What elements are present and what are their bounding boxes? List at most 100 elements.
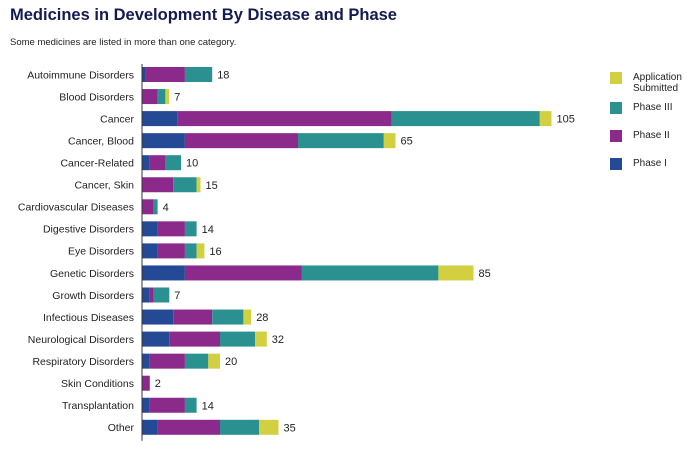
total-label-other: 35 (284, 422, 296, 434)
total-label-respiratory-disorders: 20 (225, 356, 237, 368)
total-label-cancer-skin: 15 (206, 180, 218, 192)
legend-label-phase-3: Phase III (633, 102, 673, 113)
chart-title: Medicines in Development By Disease and … (10, 6, 397, 24)
bar-neurological-disorders-phase-i (142, 331, 170, 347)
bar-genetic-disorders-phase-i (142, 265, 185, 281)
category-label-cancer-skin: Cancer, Skin (74, 180, 134, 192)
bar-growth-disorders-phase-i (142, 287, 150, 303)
bar-autoimmune-disorders-phase-iii (184, 67, 213, 82)
bar-infectious-diseases-phase-iii (212, 309, 244, 325)
total-label-neurological-disorders: 32 (272, 334, 284, 346)
bar-digestive-disorders-phase-ii (157, 221, 185, 237)
bar-eye-disorders-phase-ii (157, 243, 185, 259)
bar-cardiovascular-diseases-phase-iii (153, 199, 158, 215)
bar-cardiovascular-diseases-phase-ii (142, 199, 154, 215)
bar-eye-disorders-application-submitted (196, 243, 205, 259)
category-label-digestive-disorders: Digestive Disorders (43, 224, 134, 236)
category-label-cancer-related: Cancer-Related (60, 158, 134, 170)
bar-blood-disorders-phase-ii (142, 89, 158, 105)
bar-growth-disorders-phase-iii (153, 287, 170, 303)
category-label-respiratory-disorders: Respiratory Disorders (32, 356, 134, 368)
category-label-autoimmune-disorders: Autoimmune Disorders (27, 69, 134, 81)
category-label-cardiovascular-diseases: Cardiovascular Diseases (18, 202, 134, 214)
bar-eye-disorders-phase-iii (184, 243, 197, 259)
bar-neurological-disorders-application-submitted (255, 331, 267, 347)
bar-other-application-submitted (259, 419, 279, 435)
total-label-autoimmune-disorders: 18 (217, 70, 229, 82)
legend-label-phase-2: Phase II (633, 130, 670, 141)
category-label-eye-disorders: Eye Disorders (68, 246, 134, 258)
total-label-eye-disorders: 16 (209, 246, 221, 258)
total-label-blood-disorders: 7 (174, 92, 180, 104)
bar-genetic-disorders-phase-iii (301, 265, 439, 281)
legend-label-phase-1: Phase I (633, 158, 667, 169)
bar-transplantation-phase-ii (149, 397, 185, 413)
bar-autoimmune-disorders-phase-ii (145, 67, 185, 82)
bar-growth-disorders-phase-ii (149, 287, 154, 303)
category-label-skin-conditions: Skin Conditions (61, 378, 134, 390)
bar-infectious-diseases-phase-ii (173, 309, 213, 325)
bar-cancer-related-phase-ii (149, 155, 166, 171)
bar-cancer-phase-ii (177, 111, 392, 127)
bar-respiratory-disorders-phase-ii (149, 353, 185, 369)
total-label-infectious-diseases: 28 (256, 312, 268, 324)
category-label-transplantation: Transplantation (62, 400, 134, 412)
total-label-skin-conditions: 2 (155, 378, 161, 390)
category-label-blood-disorders: Blood Disorders (59, 91, 134, 103)
bar-blood-disorders-phase-iii (157, 89, 166, 105)
total-label-cancer-blood: 65 (401, 136, 413, 148)
bar-cancer-phase-i (142, 111, 178, 127)
bar-skin-conditions-phase-ii (142, 375, 150, 391)
category-label-growth-disorders: Growth Disorders (52, 290, 134, 302)
bar-respiratory-disorders-phase-iii (184, 353, 209, 369)
bar-respiratory-disorders-application-submitted (208, 353, 220, 369)
bar-cancer-blood-application-submitted (383, 133, 396, 149)
bar-infectious-diseases-phase-i (142, 309, 174, 325)
legend-swatch-phase-2 (610, 130, 622, 142)
bar-autoimmune-disorders-phase-i (142, 67, 146, 82)
legend-swatch-phase-1 (610, 158, 622, 170)
legend-swatch-phase-3 (610, 102, 622, 114)
bar-cancer-blood-phase-ii (184, 133, 298, 149)
bar-cancer-related-phase-iii (165, 155, 181, 171)
bar-transplantation-phase-i (142, 397, 150, 413)
bar-blood-disorders-application-submitted (165, 89, 170, 105)
bar-cancer-blood-phase-iii (298, 133, 384, 149)
total-label-growth-disorders: 7 (174, 290, 180, 302)
bar-eye-disorders-phase-i (142, 243, 158, 259)
bar-neurological-disorders-phase-iii (220, 331, 256, 347)
bar-cancer-skin-application-submitted (196, 177, 201, 193)
category-label-cancer: Cancer (100, 113, 134, 125)
total-label-digestive-disorders: 14 (202, 224, 214, 236)
bar-cancer-blood-phase-i (142, 133, 185, 149)
bar-digestive-disorders-phase-i (142, 221, 158, 237)
bar-other-phase-i (142, 419, 158, 435)
bar-cancer-application-submitted (539, 111, 552, 127)
category-label-neurological-disorders: Neurological Disorders (28, 334, 134, 346)
legend-label-submitted: Application Submitted (633, 72, 682, 94)
total-label-transplantation: 14 (202, 400, 214, 412)
bar-cancer-phase-iii (391, 111, 540, 127)
category-label-cancer-blood: Cancer, Blood (68, 135, 134, 147)
bar-transplantation-phase-iii (184, 397, 197, 413)
bar-digestive-disorders-phase-iii (184, 221, 197, 237)
total-label-cancer-related: 10 (186, 158, 198, 170)
bar-respiratory-disorders-phase-i (142, 353, 150, 369)
bar-other-phase-iii (220, 419, 259, 435)
category-label-genetic-disorders: Genetic Disorders (50, 268, 134, 280)
bar-cancer-skin-phase-iii (173, 177, 197, 193)
legend-swatch-submitted (610, 72, 622, 84)
category-label-infectious-diseases: Infectious Diseases (43, 312, 134, 324)
bar-other-phase-ii (157, 419, 220, 435)
total-label-cardiovascular-diseases: 4 (163, 202, 169, 214)
total-label-genetic-disorders: 85 (479, 268, 491, 280)
bar-neurological-disorders-phase-ii (169, 331, 220, 347)
bar-infectious-diseases-application-submitted (243, 309, 252, 325)
category-label-other: Other (108, 422, 135, 434)
bar-cancer-skin-phase-ii (142, 177, 174, 193)
total-label-cancer: 105 (557, 114, 575, 126)
bar-genetic-disorders-phase-ii (184, 265, 302, 281)
chart-subtitle: Some medicines are listed in more than o… (10, 37, 237, 48)
bar-cancer-related-phase-i (142, 155, 150, 171)
